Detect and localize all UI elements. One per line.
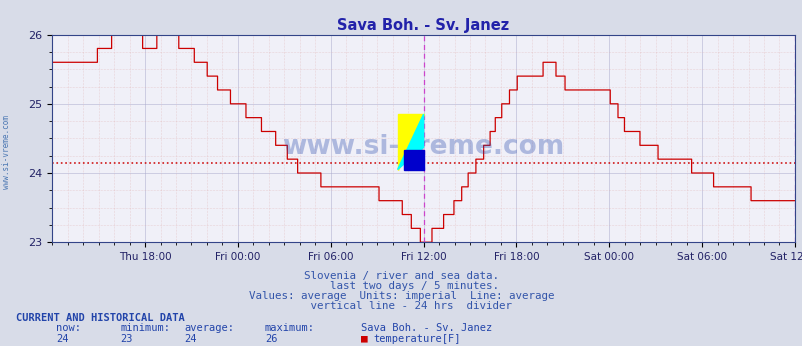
Text: 23: 23 (120, 334, 133, 344)
Bar (403, 150, 423, 170)
Polygon shape (397, 114, 423, 170)
Text: 24: 24 (184, 334, 197, 344)
Text: Values: average  Units: imperial  Line: average: Values: average Units: imperial Line: av… (249, 291, 553, 301)
Text: CURRENT AND HISTORICAL DATA: CURRENT AND HISTORICAL DATA (16, 313, 184, 323)
Text: temperature[F]: temperature[F] (373, 334, 460, 344)
Text: 24: 24 (56, 334, 69, 344)
Text: ■: ■ (361, 334, 367, 344)
Text: average:: average: (184, 323, 234, 333)
Text: minimum:: minimum: (120, 323, 170, 333)
Text: Sava Boh. - Sv. Janez: Sava Boh. - Sv. Janez (361, 323, 492, 333)
Text: vertical line - 24 hrs  divider: vertical line - 24 hrs divider (290, 301, 512, 311)
Polygon shape (397, 114, 423, 170)
Text: 26: 26 (265, 334, 277, 344)
Text: now:: now: (56, 323, 81, 333)
Text: www.si-vreme.com: www.si-vreme.com (282, 134, 564, 160)
Text: www.si-vreme.com: www.si-vreme.com (2, 115, 11, 189)
Title: Sava Boh. - Sv. Janez: Sava Boh. - Sv. Janez (337, 18, 509, 34)
Text: maximum:: maximum: (265, 323, 314, 333)
Text: last two days / 5 minutes.: last two days / 5 minutes. (304, 281, 498, 291)
Text: Slovenia / river and sea data.: Slovenia / river and sea data. (304, 271, 498, 281)
